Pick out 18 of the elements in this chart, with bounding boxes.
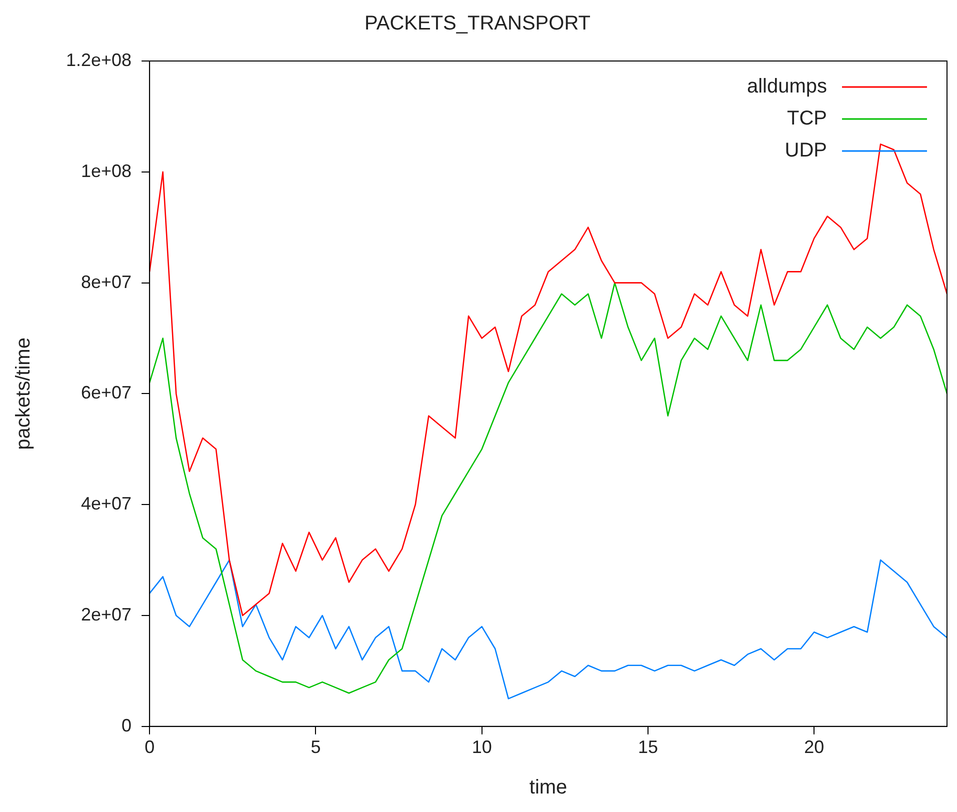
y-tick-label: 0 [122, 715, 132, 736]
y-tick-label: 4e+07 [81, 494, 132, 514]
x-tick-label: 5 [310, 737, 321, 758]
y-tick-label: 8e+07 [81, 272, 132, 292]
y-tick-label: 6e+07 [81, 382, 132, 403]
x-tick-label: 10 [472, 737, 492, 758]
legend-label: TCP [787, 108, 827, 130]
y-axis-title: packets/time [12, 338, 35, 450]
x-tick-label: 20 [804, 737, 824, 758]
x-tick-label: 0 [144, 737, 155, 758]
chart-title: PACKETS_TRANSPORT [364, 12, 590, 35]
y-tick-label: 1e+08 [81, 160, 132, 181]
x-tick-label: 15 [638, 737, 658, 758]
legend-label: alldumps [746, 76, 827, 98]
y-tick-label: 1.2e+08 [66, 50, 132, 70]
x-axis-title: time [529, 776, 568, 799]
legend-label: UDP [784, 140, 827, 162]
y-tick-label: 2e+07 [81, 604, 132, 624]
